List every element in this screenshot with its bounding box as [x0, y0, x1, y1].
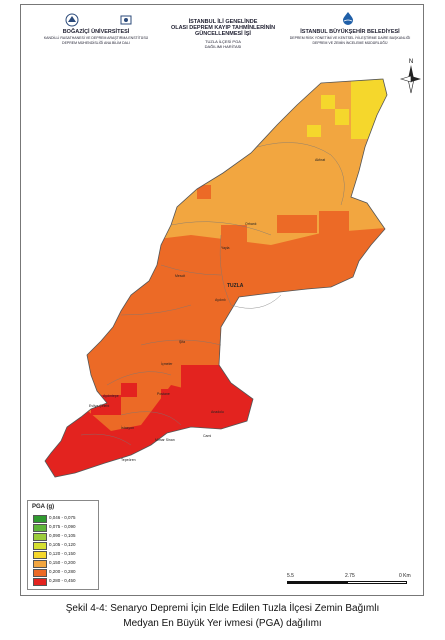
legend-label: 0,150 - 0,200	[49, 560, 76, 565]
legend-item: 0,105 - 0,120	[33, 542, 95, 550]
zone-yellow-4	[307, 125, 321, 137]
legend-label: 0,046 - 0,075	[49, 515, 76, 520]
legend-swatch	[33, 551, 47, 559]
place-yayla: Yayla	[221, 246, 230, 250]
scale-segment-1	[287, 581, 347, 584]
legend-label: 0,120 - 0,150	[49, 551, 76, 556]
legend-item: 0,280 - 0,450	[33, 578, 95, 586]
project-title-line2: OLASI DEPREM KAYIP TAHMİNLERİNİN	[170, 25, 276, 31]
place-labels: Akfırat Orhanlı Yayla Mescit Aydınlı Şif…	[89, 158, 325, 462]
legend-label: 0,090 - 0,105	[49, 533, 76, 538]
kandilli-logo	[119, 13, 133, 27]
pga-map: Akfırat Orhanlı Yayla Mescit Aydınlı Şif…	[21, 65, 425, 597]
north-label: N	[409, 59, 413, 65]
place-mimar-sinan: Mimar Sinan	[155, 438, 175, 442]
place-icmeler: İçmeler	[161, 361, 173, 366]
right-institution-sub1: DEPREM RİSK YÖNETİMİ VE KENTSEL İYİLEŞTİ…	[289, 36, 411, 40]
right-institution-title: İSTANBUL BÜYÜKŞEHİR BELEDİYESİ	[300, 29, 400, 35]
place-sifa: Şifa	[179, 340, 185, 344]
left-institution-sub1: KANDİLLİ RASATHANESİ VE DEPREM ARAŞTIRMA…	[43, 36, 149, 40]
legend-label: 0,105 - 0,120	[49, 542, 76, 547]
bogazici-logo	[65, 13, 79, 27]
place-evliya-celebi: Evliya Çelebi	[89, 404, 109, 408]
legend-swatch	[33, 578, 47, 586]
place-aydinli: Aydınlı	[215, 298, 226, 302]
zone-yellow-2	[321, 95, 335, 109]
district-outline	[44, 78, 388, 478]
legend-label: 0,280 - 0,450	[49, 578, 76, 583]
legend-swatch	[33, 569, 47, 577]
figure-caption-line2: Medyan En Büyük Yer ivmesi (PGA) dağılım…	[123, 618, 322, 629]
place-aydintepe: Aydıntepe	[103, 394, 119, 398]
legend-swatch	[33, 515, 47, 523]
cell-r-2	[161, 389, 181, 429]
legend-title: PGA (g)	[32, 504, 55, 510]
place-istasyon: İstasyon	[121, 425, 134, 430]
scale-segment-2	[347, 581, 407, 584]
legend-item: 0,150 - 0,200	[33, 560, 95, 568]
left-institution-sub2: DEPREM MÜHENDİSLİĞİ ANA BİLİM DALI	[62, 41, 130, 45]
cell-do-1	[319, 211, 349, 237]
project-title-line1: İSTANBUL İLİ GENELİNDE	[188, 19, 258, 25]
pga-legend: PGA (g) 0,046 - 0,075 0,075 - 0,090 0,090 …	[27, 500, 99, 590]
legend-swatch	[33, 524, 47, 532]
legend-item: 0,120 - 0,150	[33, 551, 95, 559]
district-label: TUZLA	[227, 283, 244, 289]
north-arrow: N	[399, 55, 423, 95]
legend-item: 0,046 - 0,075	[33, 515, 95, 523]
legend-swatch	[33, 542, 47, 550]
right-institution-sub2: DEPREM VE ZEMİN İNCELEME MÜDÜRLÜĞÜ	[312, 41, 388, 45]
left-institution-title: BOĞAZİÇİ ÜNİVERSİTESİ	[62, 29, 130, 35]
figure-caption-line1: Şekil 4-4: Senaryo Depremi İçin Elde Edi…	[65, 603, 380, 614]
legend-item: 0,200 - 0,280	[33, 569, 95, 577]
place-akfirat: Akfırat	[315, 158, 325, 162]
legend-label: 0,200 - 0,280	[49, 569, 76, 574]
scale-left-label: 5.5	[287, 573, 294, 579]
place-mescit: Mescit	[175, 274, 185, 278]
cell-r-4	[121, 383, 137, 397]
map-subtitle-line1: TUZLA İLÇESİ PGA	[205, 39, 241, 44]
place-tepeoren: Tepeören	[121, 458, 136, 462]
legend-swatch	[33, 533, 47, 541]
legend-item: 0,090 - 0,105	[33, 533, 95, 541]
place-orhanli: Orhanlı	[245, 222, 257, 226]
legend-label: 0,075 - 0,090	[49, 524, 76, 529]
place-anadolu: Anadolu	[211, 410, 224, 414]
legend-item: 0,075 - 0,090	[33, 524, 95, 532]
scale-right-label: 0 Km	[399, 573, 411, 579]
place-postane: Postane	[157, 392, 170, 396]
legend-swatch	[33, 560, 47, 568]
map-header: BOĞAZİÇİ ÜNİVERSİTESİ KANDİLLİ RASATHANE…	[21, 5, 425, 65]
map-subtitle-line2: DAĞILIMI HARİTASI	[204, 44, 242, 49]
cell-do-3	[221, 225, 247, 245]
project-title-line3: GÜNCELLENMESİ İŞİ	[195, 31, 251, 37]
cell-do-4	[197, 185, 211, 199]
north-arrow-icon: N	[399, 59, 421, 94]
neighbourhood-boundaries	[80, 142, 345, 446]
ibb-logo	[341, 11, 355, 25]
zone-yellow-3	[335, 109, 349, 125]
map-frame: BOĞAZİÇİ ÜNİVERSİTESİ KANDİLLİ RASATHANE…	[20, 4, 424, 596]
scale-mid-label: 2.75	[345, 573, 355, 579]
place-cami: Cami	[203, 434, 211, 438]
scale-bar: 5.5 2.75 0 Km	[287, 573, 417, 589]
tuzla-pga-svg: Akfırat Orhanlı Yayla Mescit Aydınlı Şif…	[44, 78, 388, 478]
cell-r-1	[181, 365, 231, 425]
cell-do-2	[277, 215, 317, 233]
